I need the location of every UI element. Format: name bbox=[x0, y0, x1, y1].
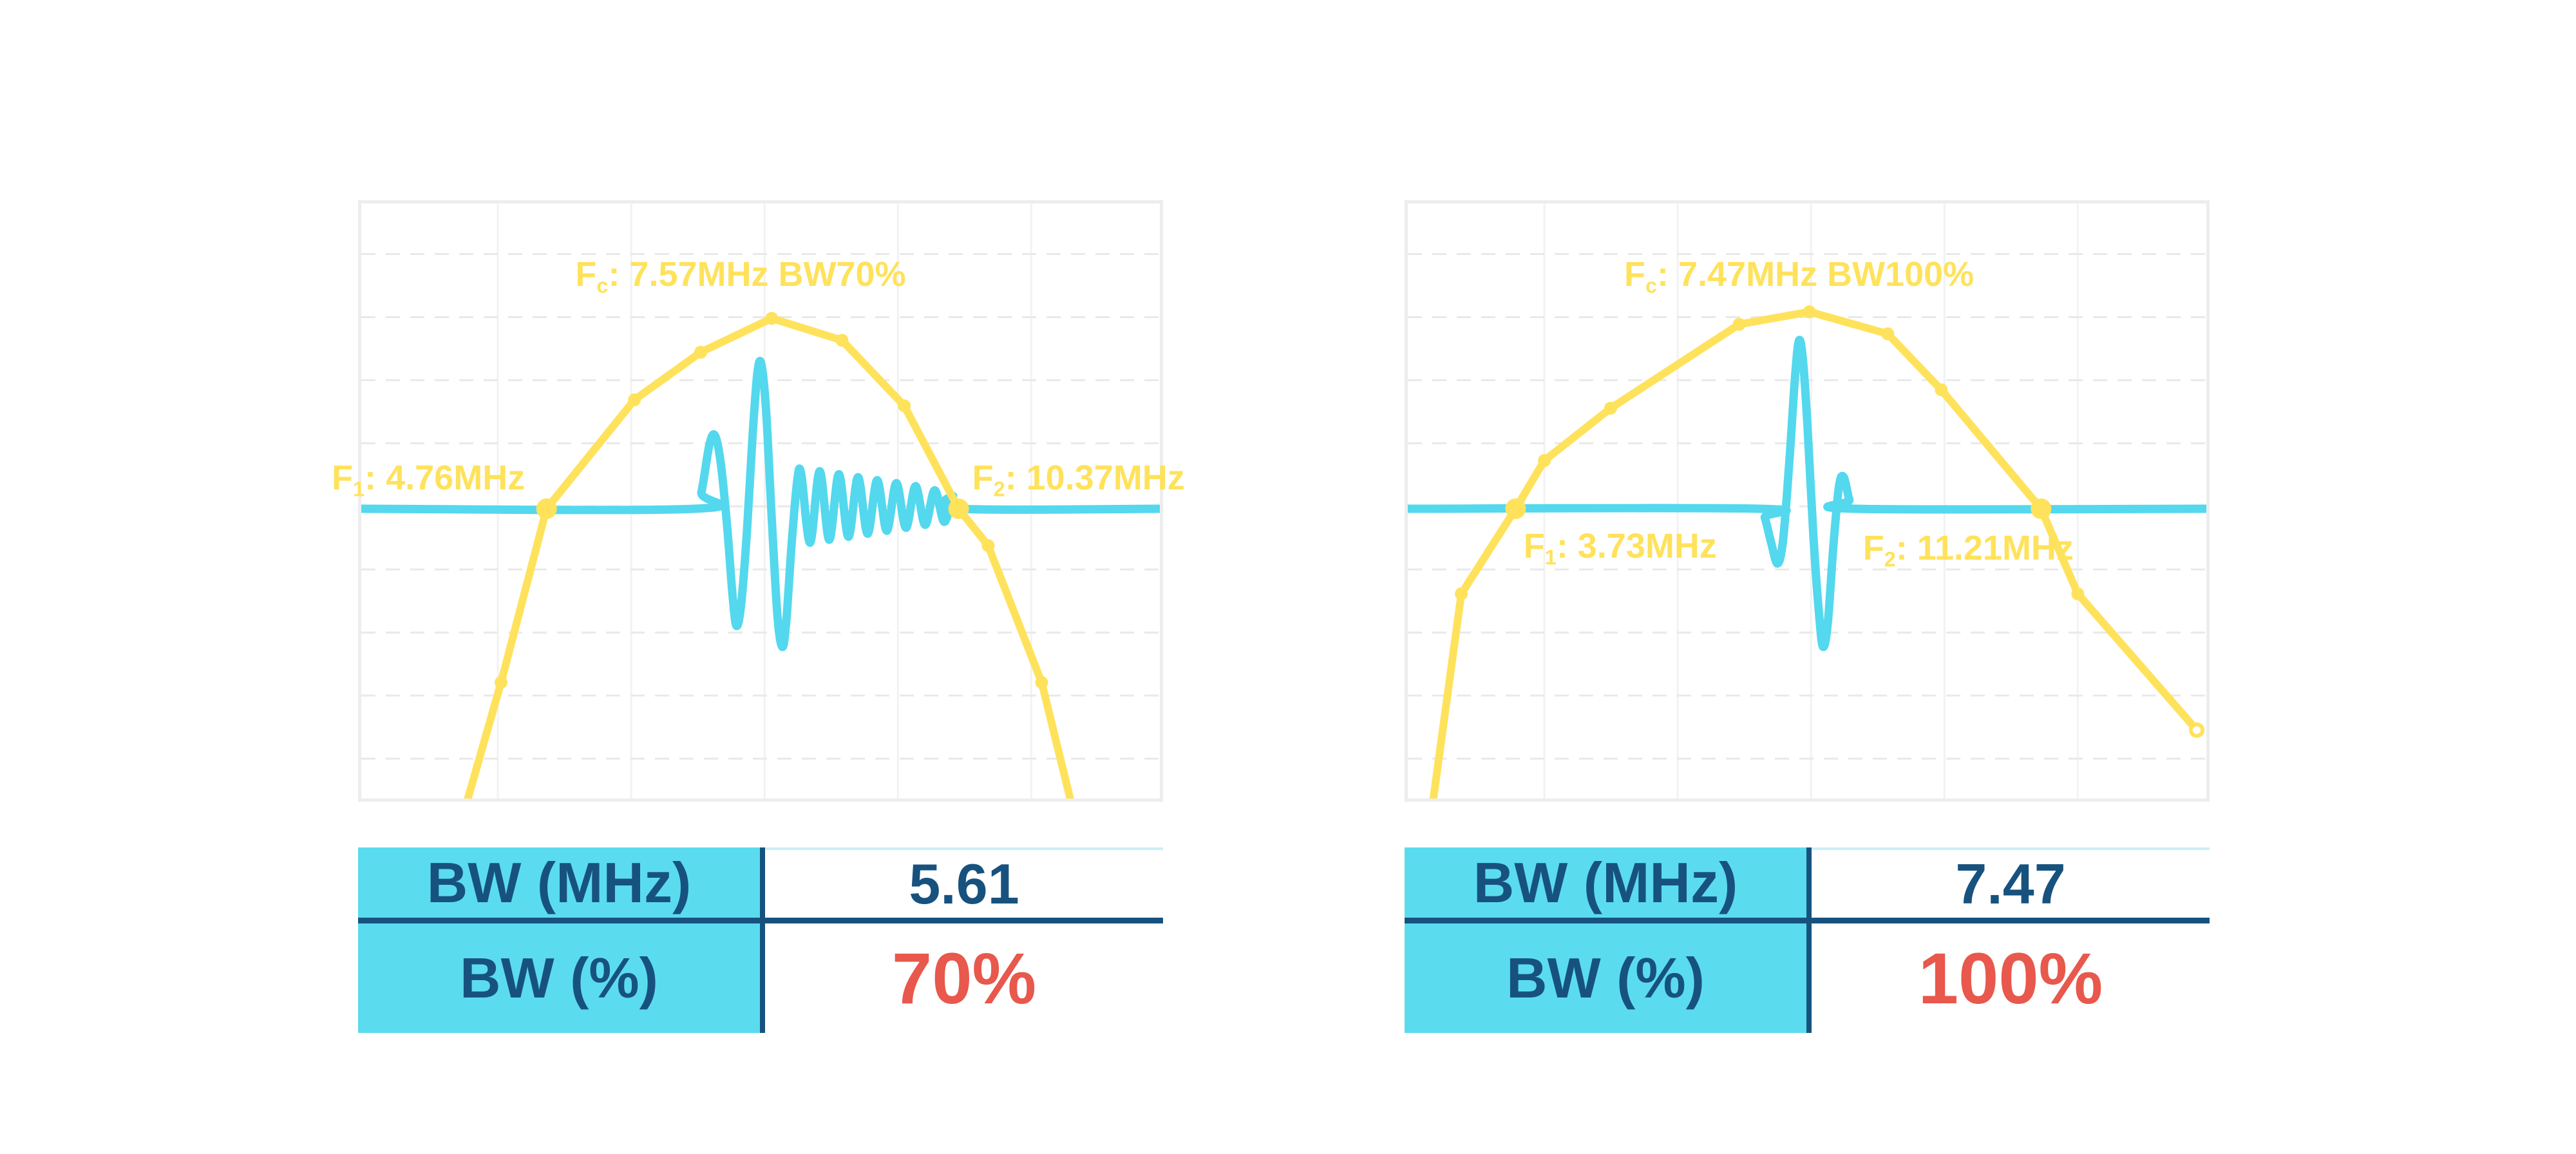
bw-mhz-value: 7.47 bbox=[1812, 847, 2210, 918]
f2-annotation: F2: 10.37MHz bbox=[972, 460, 1185, 500]
f2-symbol: F bbox=[1862, 529, 1884, 568]
f1-symbol: F bbox=[332, 459, 354, 498]
bw-mhz-label: BW (MHz) bbox=[358, 847, 765, 918]
f1-value-text: : 3.73MHz bbox=[1556, 526, 1717, 565]
table-row: BW (MHz) 7.47 bbox=[1405, 847, 2210, 923]
chart-bw70: Fc: 7.57MHz BW70% F1: 4.76MHz F2: 10.37M… bbox=[332, 200, 1185, 802]
f1-symbol: F bbox=[1523, 526, 1545, 565]
f1-annotation: F1: 4.76MHz bbox=[332, 460, 525, 500]
panel-bw70: Fc: 7.57MHz BW70% F1: 4.76MHz F2: 10.37M… bbox=[332, 200, 1185, 1033]
fc-subscript: c bbox=[596, 274, 609, 298]
f1-value-text: : 4.76MHz bbox=[365, 459, 526, 498]
f1-annotation: F1: 3.73MHz bbox=[1524, 529, 1717, 568]
fc-value-text: : 7.47MHz BW100% bbox=[1657, 255, 1975, 294]
fc-subscript: c bbox=[1645, 274, 1658, 298]
fc-annotation: Fc: 7.57MHz BW70% bbox=[575, 257, 905, 296]
f2-symbol: F bbox=[972, 459, 994, 498]
bw-mhz-value: 5.61 bbox=[765, 847, 1163, 918]
f2-subscript: 2 bbox=[1884, 547, 1896, 571]
bw-pct-value: 70% bbox=[765, 923, 1163, 1033]
f2-value-text: : 11.21MHz bbox=[1895, 529, 2074, 568]
spectrum-pulse-plot bbox=[361, 203, 1160, 799]
bw-pct-value: 100% bbox=[1812, 923, 2210, 1033]
bw-pct-label: BW (%) bbox=[358, 923, 765, 1033]
fc-value-text: : 7.57MHz BW70% bbox=[608, 255, 906, 294]
panel-bw100: Fc: 7.47MHz BW100% F1: 3.73MHz F2: 11.21… bbox=[1405, 200, 2210, 1033]
fc-annotation: Fc: 7.47MHz BW100% bbox=[1624, 257, 1974, 296]
f1-subscript: 1 bbox=[353, 477, 365, 501]
bw-table: BW (MHz) 5.61 BW (%) 70% bbox=[358, 847, 1163, 1033]
f2-subscript: 2 bbox=[993, 477, 1005, 501]
spectrum-pulse-plot bbox=[1408, 203, 2206, 799]
table-row: BW (%) 100% bbox=[1405, 923, 2210, 1033]
f1-subscript: 1 bbox=[1544, 545, 1557, 569]
table-row: BW (%) 70% bbox=[358, 923, 1163, 1033]
fc-symbol: F bbox=[575, 255, 597, 294]
table-row: BW (MHz) 5.61 bbox=[358, 847, 1163, 923]
bw-pct-label: BW (%) bbox=[1405, 923, 1812, 1033]
bw-mhz-label: BW (MHz) bbox=[1405, 847, 1812, 918]
f2-annotation: F2: 11.21MHz bbox=[1863, 531, 2074, 570]
fc-symbol: F bbox=[1624, 255, 1646, 294]
f2-value-text: : 10.37MHz bbox=[1005, 459, 1185, 498]
chart-bw100: Fc: 7.47MHz BW100% F1: 3.73MHz F2: 11.21… bbox=[1405, 200, 2210, 802]
bw-table: BW (MHz) 7.47 BW (%) 100% bbox=[1405, 847, 2210, 1033]
